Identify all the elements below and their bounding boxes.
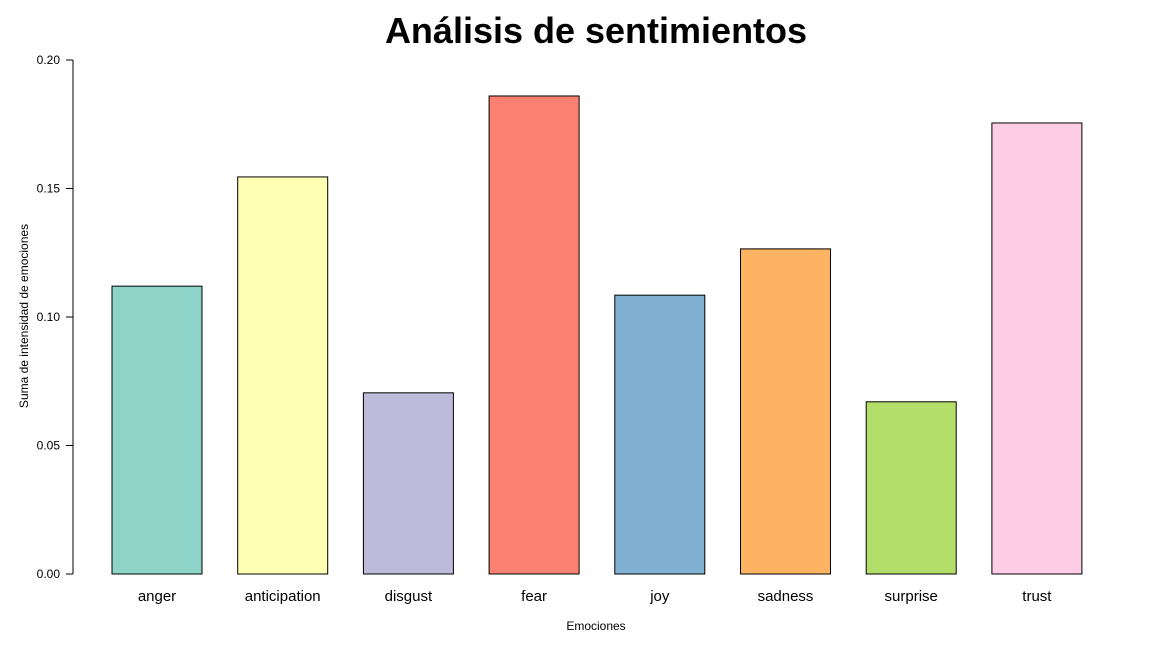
- y-tick-label: 0.15: [37, 182, 61, 196]
- x-category-label: joy: [649, 588, 670, 605]
- bar-trust: [991, 122, 1083, 575]
- y-axis: 0.00 0.05 0.10 0.15 0.20: [37, 53, 74, 581]
- bars: [111, 95, 1083, 575]
- x-axis-labels: anger anticipation disgust fear joy sadness su…: [138, 588, 1052, 605]
- x-category-label: fear: [521, 588, 547, 605]
- y-tick-label: 0.05: [37, 439, 61, 453]
- bar-fear: [488, 95, 580, 575]
- y-axis-title: Suma de intensidad de emociones: [17, 224, 31, 408]
- chart-title: Análisis de sentimientos: [385, 10, 807, 51]
- y-tick-label: 0.00: [37, 567, 61, 581]
- x-axis-title: Emociones: [566, 619, 625, 633]
- x-category-label: trust: [1022, 588, 1052, 605]
- x-category-label: surprise: [885, 588, 938, 605]
- bar-joy: [614, 294, 706, 575]
- bar-anger: [111, 285, 203, 575]
- x-category-label: disgust: [385, 588, 433, 605]
- x-category-label: anticipation: [245, 588, 321, 605]
- x-category-label: sadness: [758, 588, 814, 605]
- y-tick-label: 0.20: [37, 53, 61, 67]
- bar-sadness: [740, 248, 831, 575]
- bar-disgust: [362, 392, 454, 575]
- x-category-label: anger: [138, 588, 176, 605]
- bar-surprise: [865, 401, 957, 575]
- bar-anticipation: [237, 176, 329, 575]
- y-tick-label: 0.10: [37, 310, 61, 324]
